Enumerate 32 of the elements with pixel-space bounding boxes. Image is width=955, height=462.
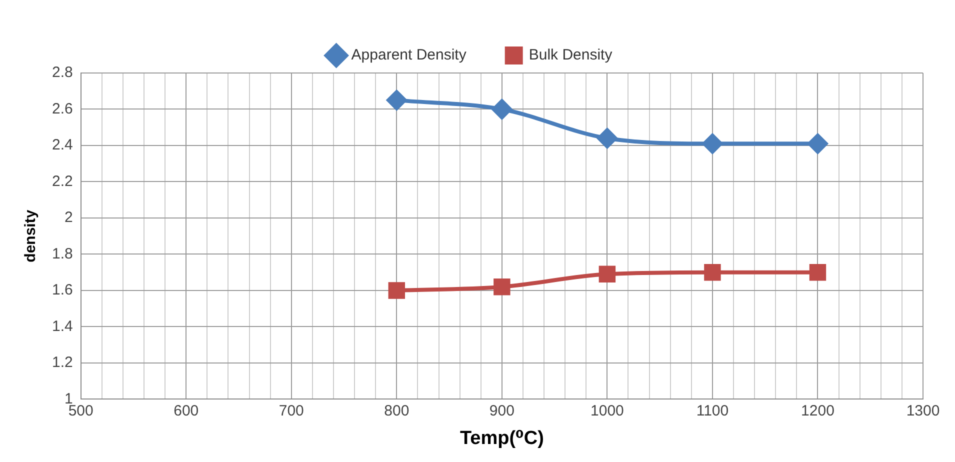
y-tick-label: 2.8 [52,64,73,82]
point [808,134,828,154]
y-tick-label: 2.2 [52,172,73,190]
point [386,90,407,110]
x-tick-label: 600 [174,402,199,420]
x-tick-label: 1300 [906,402,940,420]
point [494,278,510,296]
y-tick-label: 1.8 [52,245,73,262]
x-tick-label: 700 [278,402,304,420]
y-tick-label: 1.4 [52,318,73,335]
y-tick-label: 1.2 [52,354,73,372]
x-tick-label: 1000 [590,402,624,420]
legend-label: Apparent Density [351,46,467,64]
point [809,264,826,281]
point [388,282,406,299]
point [597,128,618,148]
point [702,134,722,154]
x-tick-label: 1100 [696,402,729,420]
x-axis-title: Temp(⁰C) [460,428,544,449]
y-tick-label: 2.4 [52,136,73,154]
x-tick-label: 1200 [801,402,834,420]
y-tick-label: 1.6 [52,282,73,299]
x-tick-label: 900 [489,402,514,420]
x-tick-label: 500 [68,402,94,420]
point [704,264,721,281]
legend-label: Bulk Density [528,46,613,64]
point [598,266,616,283]
x-tick-label: 800 [384,402,410,420]
y-axis-title: density [22,209,40,262]
point [492,99,512,120]
y-tick-label: 2 [64,209,73,226]
y-tick-label: 2.6 [52,100,73,118]
